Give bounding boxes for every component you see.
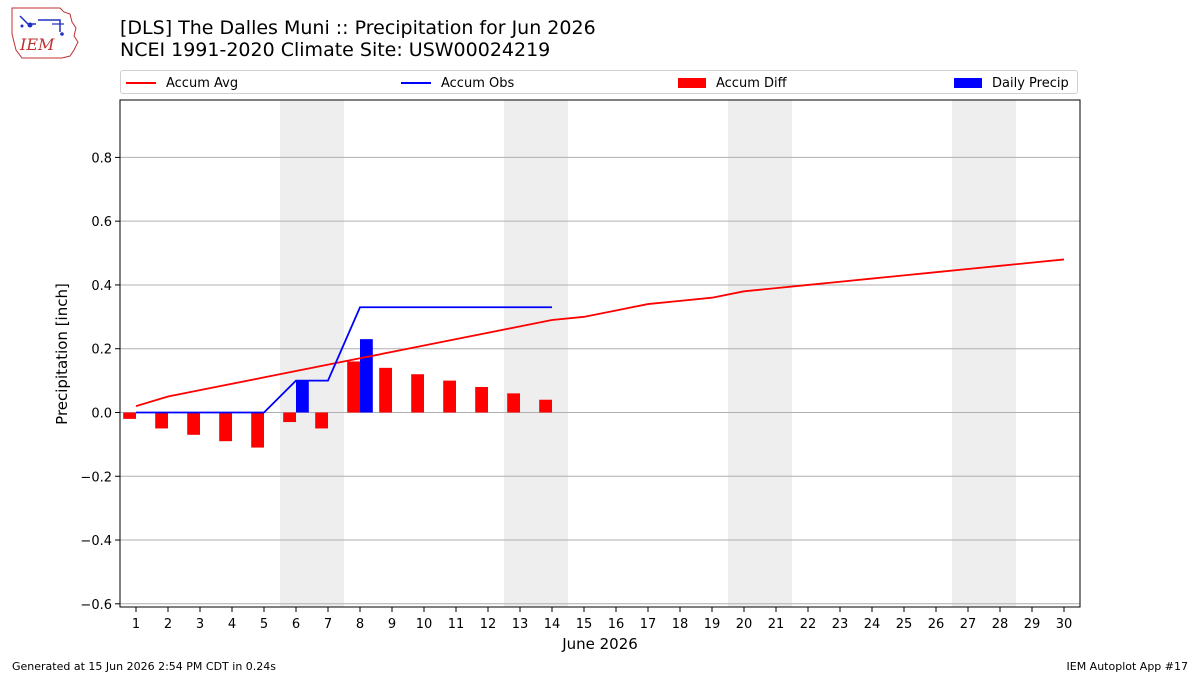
chart-title: [DLS] The Dalles Muni :: Precipitation f… [120,17,596,39]
legend-label-accum-diff: Accum Diff [716,75,787,91]
x-tick-label: 29 [1024,617,1041,632]
weekend-shade [312,100,344,607]
legend-swatch-daily-precip [954,78,982,88]
x-tick-label: 27 [960,617,977,632]
x-tick-label: 18 [672,617,689,632]
x-tick-label: 7 [324,617,332,632]
x-tick-label: 10 [416,617,433,632]
weekend-shade [728,100,760,607]
accum-diff-bar [315,412,328,429]
weekend-shade [984,100,1016,607]
accum-diff-bar [155,412,168,429]
x-tick-label: 19 [704,617,721,632]
iem-logo: IEM [11,7,79,59]
legend-label-accum-avg: Accum Avg [166,75,239,91]
legend-item-daily-precip: Daily Precip [954,74,1069,92]
x-tick-label: 6 [292,617,300,632]
legend-swatch-accum-avg [126,82,156,84]
accum-diff-bar [507,393,520,413]
accum-diff-bar [443,380,456,413]
x-tick-label: 13 [512,617,529,632]
x-tick-label: 28 [992,617,1009,632]
x-tick-label: 24 [864,617,881,632]
y-axis-label: Precipitation [inch] [53,283,71,425]
accum-diff-bar [187,412,200,435]
y-tick-label: 0.6 [91,215,112,230]
accum-diff-bar [251,412,264,448]
x-tick-label: 23 [832,617,849,632]
accum-diff-bar [475,386,488,413]
y-tick-label: 0.8 [91,151,112,166]
app-label: IEM Autoplot App #17 [1066,660,1189,673]
x-tick-label: 1 [132,617,140,632]
weekend-shade [952,100,984,607]
legend-item-accum-avg: Accum Avg [126,74,238,92]
y-tick-label: 0.4 [91,279,112,294]
daily-precip-bar [296,380,309,413]
accum-diff-bar [539,399,552,413]
plot-frame [119,99,1081,608]
x-tick-label: 16 [608,617,625,632]
x-tick-label: 21 [768,617,785,632]
x-tick-label: 26 [928,617,945,632]
legend-label-daily-precip: Daily Precip [992,75,1069,91]
weekend-shade [280,100,312,607]
legend-item-accum-diff: Accum Diff [678,74,787,92]
daily-precip-bar [360,339,373,413]
logo-text: IEM [19,35,55,54]
x-tick-label: 12 [480,617,497,632]
x-tick-label: 30 [1056,617,1073,632]
accum-diff-bar [379,367,392,413]
x-tick-label: 5 [260,617,268,632]
y-tick-label: −0.4 [80,534,112,549]
x-tick-label: 14 [544,617,561,632]
y-tick-label: 0.2 [91,343,112,358]
accum-diff-bar [411,374,424,413]
accum-avg-line [135,258,1065,407]
weekend-shade [504,100,536,607]
chart-subtitle: NCEI 1991-2020 Climate Site: USW00024219 [120,39,551,61]
x-tick-label: 22 [800,617,817,632]
x-tick-label: 8 [356,617,364,632]
x-tick-label: 3 [196,617,204,632]
accum-obs-line [136,306,552,414]
y-tick-label: −0.2 [80,470,112,485]
x-axis-label: June 2026 [561,635,638,653]
x-tick-label: 2 [164,617,172,632]
y-tick-label: 0.0 [91,406,112,421]
accum-diff-bar [219,412,232,442]
x-tick-label: 20 [736,617,753,632]
accum-diff-bar [283,412,296,423]
x-tick-label: 15 [576,617,593,632]
accum-diff-bar [347,361,360,413]
generated-timestamp: Generated at 15 Jun 2026 2:54 PM CDT in … [12,660,277,673]
y-tick-label: −0.6 [80,598,112,613]
x-tick-label: 4 [228,617,236,632]
accum-diff-bar [123,412,136,419]
legend-swatch-accum-diff [678,78,706,88]
weekend-shade [760,100,792,607]
x-tick-label: 25 [896,617,913,632]
x-tick-label: 9 [388,617,396,632]
legend-label-accum-obs: Accum Obs [441,75,515,91]
weekend-shade [536,100,568,607]
x-tick-label: 11 [448,617,465,632]
x-tick-label: 17 [640,617,657,632]
legend-item-accum-obs: Accum Obs [401,74,514,92]
chart-legend: Accum Avg Accum Obs Accum Diff Daily Pre… [120,70,1078,94]
legend-swatch-accum-obs [401,82,431,84]
